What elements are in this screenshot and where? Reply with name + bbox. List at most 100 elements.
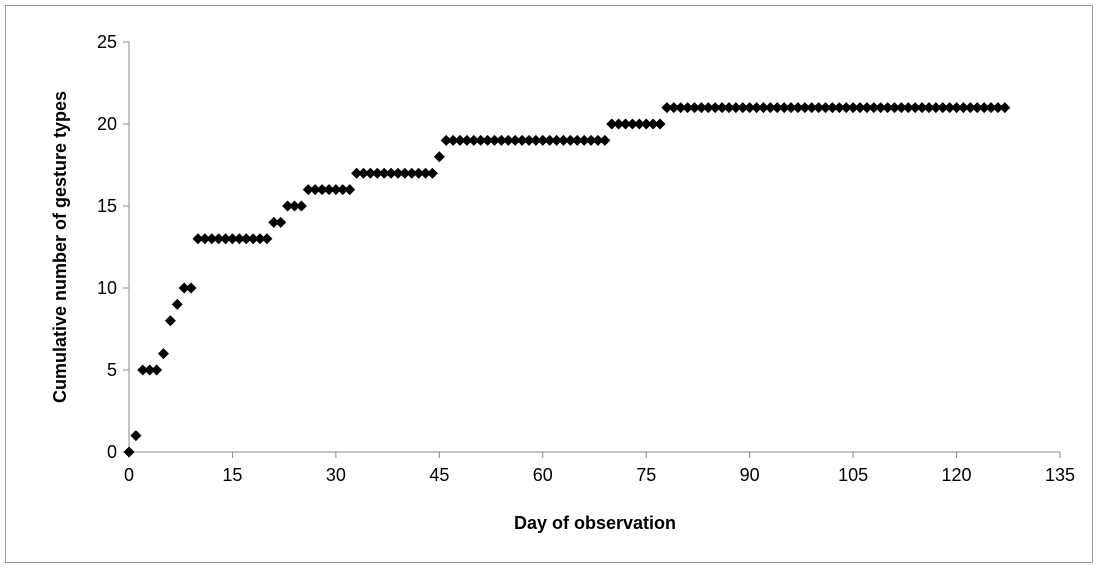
data-point [233, 233, 245, 245]
data-point [261, 233, 273, 245]
data-point [799, 102, 811, 114]
data-point [399, 167, 411, 179]
data-point [709, 102, 721, 114]
data-point [130, 430, 142, 442]
data-point [695, 102, 707, 114]
data-point [978, 102, 990, 114]
data-point [985, 102, 997, 114]
x-tick-label-105: 105 [838, 465, 868, 485]
y-tick-label-25: 25 [97, 32, 117, 52]
x-axis-title: Day of observation [514, 513, 676, 533]
data-point [495, 134, 507, 146]
data-point [275, 216, 287, 228]
data-point [792, 102, 804, 114]
data-point [330, 184, 342, 196]
x-tick-label-135: 135 [1045, 465, 1075, 485]
data-point [944, 102, 956, 114]
data-point [192, 233, 204, 245]
data-point [289, 200, 301, 212]
data-point [923, 102, 935, 114]
data-point [137, 364, 149, 376]
data-point [992, 102, 1004, 114]
data-point [344, 184, 356, 196]
x-tick-label-45: 45 [429, 465, 449, 485]
data-point [295, 200, 307, 212]
data-point [661, 102, 673, 114]
data-point [213, 233, 225, 245]
data-point [764, 102, 776, 114]
data-point [585, 134, 597, 146]
data-point [371, 167, 383, 179]
data-point [737, 102, 749, 114]
data-point [930, 102, 942, 114]
chart-frame [5, 5, 1093, 563]
data-point [461, 134, 473, 146]
data-point [392, 167, 404, 179]
data-point [668, 102, 680, 114]
data-point [406, 167, 418, 179]
x-tick-label-75: 75 [636, 465, 656, 485]
data-point [716, 102, 728, 114]
data-point [164, 315, 176, 327]
data-point [489, 134, 501, 146]
x-tick-label-30: 30 [326, 465, 346, 485]
data-point [151, 364, 163, 376]
data-point [840, 102, 852, 114]
data-point [757, 102, 769, 114]
data-point [385, 167, 397, 179]
data-point [999, 102, 1011, 114]
data-point [578, 134, 590, 146]
data-point [730, 102, 742, 114]
data-point [826, 102, 838, 114]
data-point [702, 102, 714, 114]
data-point [426, 167, 438, 179]
data-point [316, 184, 328, 196]
data-point [723, 102, 735, 114]
data-point [744, 102, 756, 114]
data-point [185, 282, 197, 294]
y-tick-label-5: 5 [107, 360, 117, 380]
data-point [909, 102, 921, 114]
y-axis-title: Cumulative number of gesture types [50, 91, 70, 403]
data-point [806, 102, 818, 114]
data-point [254, 233, 266, 245]
data-point [564, 134, 576, 146]
y-tick-label-15: 15 [97, 196, 117, 216]
data-point [620, 118, 632, 130]
data-point [516, 134, 528, 146]
axes [128, 42, 1060, 453]
data-point [813, 102, 825, 114]
data-point [571, 134, 583, 146]
data-point [833, 102, 845, 114]
data-point [447, 134, 459, 146]
x-tick-label-15: 15 [222, 465, 242, 485]
data-point [475, 134, 487, 146]
data-point [820, 102, 832, 114]
data-point [847, 102, 859, 114]
data-point [613, 118, 625, 130]
x-tick-label-90: 90 [740, 465, 760, 485]
y-tick-label-20: 20 [97, 114, 117, 134]
x-tick-label-0: 0 [124, 465, 134, 485]
data-point [199, 233, 211, 245]
data-point [599, 134, 611, 146]
data-point [226, 233, 238, 245]
data-point [268, 216, 280, 228]
y-tick-label-0: 0 [107, 442, 117, 462]
data-point [309, 184, 321, 196]
data-point [751, 102, 763, 114]
data-point [433, 151, 445, 163]
data-point [868, 102, 880, 114]
data-point [420, 167, 432, 179]
data-point [771, 102, 783, 114]
data-point [454, 134, 466, 146]
data-point [675, 102, 687, 114]
data-point [888, 102, 900, 114]
data-point [951, 102, 963, 114]
data-point [647, 118, 659, 130]
data-point [171, 298, 183, 310]
data-point [502, 134, 514, 146]
data-point [378, 167, 390, 179]
data-point [123, 446, 135, 458]
